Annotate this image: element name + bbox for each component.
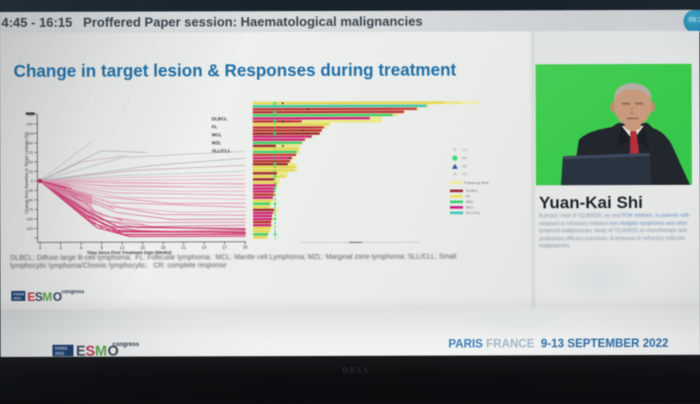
svg-text:SLL/CLL: SLL/CLL xyxy=(466,211,481,215)
svg-text:0: 0 xyxy=(39,245,42,250)
svg-text:MZL: MZL xyxy=(212,140,222,145)
svg-text:25: 25 xyxy=(28,169,33,174)
svg-text:MZL: MZL xyxy=(466,200,474,204)
svg-text:6: 6 xyxy=(80,245,83,250)
svg-text:2022: 2022 xyxy=(55,351,65,356)
svg-text:-100: -100 xyxy=(25,216,34,221)
svg-text:140: 140 xyxy=(26,121,33,126)
svg-text:MCL: MCL xyxy=(212,132,222,137)
svg-text:PR: PR xyxy=(462,156,468,160)
svg-text:27: 27 xyxy=(222,245,227,250)
svg-text:50: 50 xyxy=(28,159,33,164)
svg-text:SD: SD xyxy=(462,164,468,168)
svg-text:0: 0 xyxy=(31,178,34,183)
svg-text:24: 24 xyxy=(202,245,207,250)
svg-text:CR: CR xyxy=(462,148,468,152)
svg-text:FL: FL xyxy=(212,124,218,129)
svg-text:congress: congress xyxy=(112,342,139,348)
svg-text:-125: -125 xyxy=(25,226,34,231)
svg-text:DLBCL: DLBCL xyxy=(212,116,228,121)
svg-text:Change from Baseline in Target: Change from Baseline in Target Lesions (… xyxy=(24,131,29,213)
svg-text:congress: congress xyxy=(61,289,84,295)
svg-text:21: 21 xyxy=(181,245,186,250)
svg-text:FL: FL xyxy=(466,195,470,199)
svg-text:75: 75 xyxy=(28,150,33,155)
svg-text:M: M xyxy=(95,344,107,357)
svg-text:Follow-up time: Follow-up time xyxy=(464,181,489,185)
svg-text:SLL/CLL: SLL/CLL xyxy=(212,148,231,153)
svg-text:PD: PD xyxy=(462,172,468,176)
svg-text:DLBCL: DLBCL xyxy=(466,189,478,193)
svg-text:MCL: MCL xyxy=(466,206,474,210)
svg-text:3: 3 xyxy=(59,245,62,250)
